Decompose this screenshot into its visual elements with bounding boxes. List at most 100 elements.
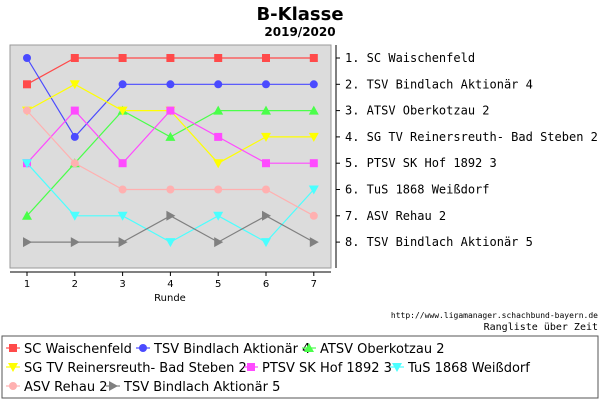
- data-point: [261, 105, 271, 115]
- data-point: [214, 80, 223, 89]
- data-point: [166, 210, 176, 221]
- data-point: [166, 80, 175, 89]
- data-point: [70, 132, 79, 141]
- data-point: [309, 211, 318, 220]
- rank-label: 2. TSV Bindlach Aktionär 4: [345, 77, 533, 91]
- rank-label: 3. ATSV Oberkotzau 2: [345, 104, 490, 118]
- data-point: [308, 132, 319, 142]
- legend-label: ASV Rehau 2: [24, 380, 107, 395]
- legend-item: SC Waischenfeld: [6, 342, 132, 357]
- data-point: [23, 54, 31, 62]
- legend-item: ASV Rehau 2: [6, 380, 107, 395]
- rank-label: 7. ASV Rehau 2: [345, 209, 446, 223]
- legend-marker: [109, 381, 118, 391]
- x-tick-label: 5: [215, 279, 221, 290]
- data-point: [23, 237, 32, 248]
- data-point: [166, 54, 175, 62]
- data-point: [118, 237, 128, 248]
- data-point: [70, 159, 79, 168]
- chart-caption: Rangliste über Zeit: [484, 322, 598, 333]
- source-url: http://www.ligamanager.schachbund-bayern…: [391, 311, 598, 320]
- data-point: [262, 54, 270, 62]
- data-point: [117, 106, 128, 116]
- data-point: [262, 80, 270, 89]
- data-point: [213, 105, 224, 115]
- data-point: [213, 211, 224, 221]
- data-point: [22, 210, 32, 220]
- legend-marker: [247, 363, 255, 371]
- data-point: [23, 80, 31, 89]
- legend-item: TuS 1868 Weißdorf: [390, 361, 530, 376]
- data-point: [262, 159, 270, 168]
- data-point: [214, 54, 223, 62]
- data-point: [69, 211, 80, 221]
- data-point: [165, 131, 176, 141]
- data-point: [23, 106, 31, 115]
- data-point: [214, 132, 223, 141]
- rank-label: 1. SC Waischenfeld: [345, 51, 475, 65]
- legend-item: SG TV Reinersreuth- Bad Steben 2: [6, 361, 247, 376]
- series-8: [23, 210, 319, 248]
- plot-area: [9, 44, 332, 269]
- data-point: [70, 106, 79, 115]
- legend-box: [1, 335, 599, 399]
- x-tick-label: 1: [24, 279, 30, 290]
- data-point: [117, 211, 128, 221]
- legend-marker: [392, 363, 402, 372]
- data-point: [309, 54, 318, 62]
- series-6: [22, 159, 319, 248]
- data-point: [166, 106, 175, 115]
- data-point: [118, 159, 127, 168]
- data-point: [262, 210, 271, 221]
- x-ticks: 1 2 3 4 5 6 7: [24, 272, 317, 290]
- series-layer: [22, 54, 319, 248]
- legend-marker: [9, 382, 17, 390]
- x-tick-label: 7: [311, 279, 317, 290]
- data-point: [308, 185, 319, 195]
- legend-marker: [9, 344, 17, 352]
- data-point: [261, 238, 271, 248]
- x-tick-label: 4: [167, 279, 173, 290]
- data-point: [309, 159, 318, 168]
- legend-item: ATSV Oberkotzau 2: [302, 342, 444, 357]
- legend-label: PTSV SK Hof 1892 3: [262, 361, 392, 376]
- legend-item: PTSV SK Hof 1892 3: [244, 361, 392, 376]
- legend-label: SC Waischenfeld: [24, 342, 132, 357]
- data-point: [69, 80, 80, 90]
- rank-label: 4. SG TV Reinersreuth- Bad Steben 2: [345, 130, 598, 144]
- x-axis-label: Runde: [154, 293, 186, 304]
- data-point: [213, 159, 224, 169]
- legend-item: TSV Bindlach Aktionär 4: [136, 342, 310, 357]
- series-7: [23, 106, 318, 220]
- legend-item: TSV Bindlach Aktionär 5: [106, 380, 280, 395]
- data-point: [166, 185, 175, 194]
- legend-label: TSV Bindlach Aktionär 5: [123, 380, 280, 395]
- data-point: [308, 105, 319, 115]
- series-1: [23, 54, 318, 89]
- data-point: [70, 237, 80, 248]
- legend-label: TuS 1868 Weißdorf: [407, 361, 530, 376]
- x-tick-label: 2: [72, 279, 78, 290]
- data-point: [309, 237, 319, 248]
- rank-label: 6. TuS 1868 Weißdorf: [345, 183, 490, 197]
- x-tick-label: 6: [263, 279, 269, 290]
- rank-label: 5. PTSV SK Hof 1892 3: [345, 156, 497, 170]
- data-point: [70, 54, 79, 62]
- legend-marker: [8, 363, 18, 372]
- legend-label: TSV Bindlach Aktionär 4: [153, 342, 310, 357]
- data-point: [118, 54, 127, 62]
- data-point: [118, 80, 127, 89]
- legend-label: SG TV Reinersreuth- Bad Steben 2: [24, 361, 247, 376]
- data-point: [262, 185, 270, 194]
- x-tick-label: 3: [119, 279, 125, 290]
- data-point: [214, 237, 224, 248]
- series-2: [23, 54, 318, 141]
- rank-label: 8. TSV Bindlach Aktionär 5: [345, 235, 533, 249]
- data-point: [214, 185, 223, 194]
- data-point: [261, 132, 271, 142]
- rank-labels: 1. SC Waischenfeld 2. TSV Bindlach Aktion…: [336, 51, 598, 249]
- data-point: [118, 185, 127, 194]
- chart-subtitle: 2019/2020: [264, 25, 335, 39]
- legend: SC Waischenfeld TSV Bindlach Aktionär 4 AT…: [6, 342, 530, 395]
- data-point: [165, 238, 176, 248]
